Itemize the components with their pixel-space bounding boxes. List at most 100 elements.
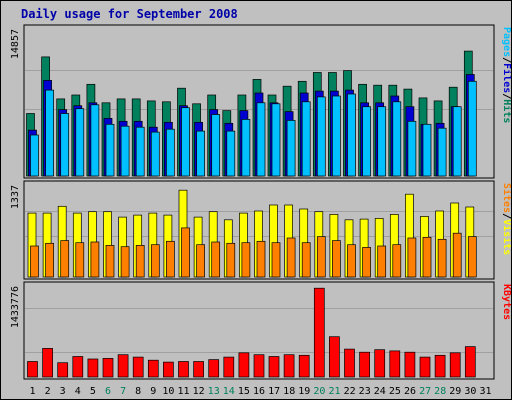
kbytes-bar	[253, 354, 265, 378]
sites-bar	[45, 242, 54, 278]
kbytes-bar	[374, 349, 386, 378]
kbytes-bar	[72, 356, 84, 378]
sites-bar	[271, 242, 281, 278]
pages-bar	[452, 106, 462, 177]
sites-bar	[135, 245, 145, 278]
sites-bar	[166, 240, 175, 278]
kbytes-bar	[223, 356, 235, 378]
legend-item: /	[501, 93, 511, 99]
sites-bar	[226, 242, 236, 278]
pages-bar	[135, 126, 145, 177]
x-tick-label: 30	[464, 386, 476, 397]
sites-bar	[362, 247, 371, 278]
sites-bar	[120, 246, 130, 278]
sites-bar	[422, 236, 432, 278]
sites-bar	[437, 238, 447, 278]
x-tick-label: 17	[268, 386, 280, 397]
x-tick-label: 29	[449, 386, 461, 397]
pages-bar	[226, 130, 236, 177]
pages-bar	[407, 120, 417, 177]
pages-bar	[196, 130, 205, 177]
x-tick-label: 27	[419, 386, 431, 397]
pages-bar	[90, 104, 100, 177]
x-tick-label: 24	[374, 386, 386, 397]
kbytes-bar	[283, 354, 295, 378]
x-tick-label: 13	[208, 386, 220, 397]
legend-item: Hits	[501, 99, 511, 123]
x-tick-label: 18	[283, 386, 295, 397]
pages-bar	[75, 108, 85, 177]
sites-bar	[60, 240, 70, 278]
kbytes-bar	[57, 362, 69, 378]
legend-item: /	[501, 213, 511, 219]
sites-bar	[377, 245, 387, 278]
x-tick-label: 21	[328, 386, 340, 397]
kbytes-bar	[464, 346, 476, 378]
kbytes-bar	[434, 354, 446, 378]
pages-bar	[30, 134, 39, 177]
legend-item: Visits	[501, 219, 511, 255]
kbytes-bar	[298, 354, 310, 378]
kbytes-bar	[163, 361, 174, 378]
pages-bar	[301, 101, 311, 177]
legend: Sites/Visits	[501, 183, 511, 255]
sites-bar	[332, 240, 341, 278]
kbytes-bar	[389, 350, 401, 378]
pages-bar	[316, 96, 326, 177]
x-tick-label: 22	[344, 386, 356, 397]
sites-bar	[452, 232, 462, 278]
pages-bar	[437, 127, 447, 177]
sites-bar	[211, 241, 221, 278]
sites-bar	[90, 241, 100, 278]
pages-bar	[120, 125, 130, 177]
x-tick-label: 8	[135, 386, 141, 397]
sites-bar	[407, 237, 417, 278]
sites-bar	[316, 236, 326, 278]
pages-bar	[347, 93, 356, 177]
sites-bar	[392, 244, 402, 278]
kbytes-bar	[419, 356, 431, 378]
kbytes-bar	[359, 351, 370, 378]
legend: Pages/Files/Hits	[501, 27, 511, 123]
pages-bar	[467, 80, 477, 177]
chart-title: Daily usage for September 2008	[21, 7, 238, 21]
x-tick-label: 15	[238, 386, 250, 397]
sites-bar	[241, 242, 251, 278]
sites-bar	[347, 244, 356, 278]
legend-item: /	[501, 57, 511, 63]
pages-bar	[166, 128, 175, 177]
kbytes-bar	[329, 336, 340, 378]
y-max-label: 14857	[10, 29, 21, 59]
legend-item: Sites	[501, 183, 511, 213]
pages-bar	[181, 107, 190, 177]
x-tick-label: 14	[223, 386, 235, 397]
x-tick-label: 23	[359, 386, 371, 397]
legend-item: Pages	[501, 27, 511, 57]
sites-bar	[256, 240, 266, 278]
panel-border	[23, 180, 495, 280]
kbytes-bar	[117, 354, 129, 378]
x-tick-label: 2	[45, 386, 51, 397]
pages-bar	[332, 95, 341, 177]
pages-bar	[45, 89, 54, 177]
x-tick-label: 12	[193, 386, 205, 397]
pages-bar	[256, 102, 266, 177]
sites-bar	[30, 245, 39, 278]
x-tick-label: 5	[90, 386, 96, 397]
panel-border	[23, 24, 495, 179]
x-tick-label: 1	[29, 386, 35, 397]
x-tick-label: 25	[389, 386, 401, 397]
kbytes-bar	[178, 361, 189, 378]
sites-bar	[150, 244, 160, 278]
pages-bar	[150, 131, 160, 177]
pages-bar	[377, 106, 387, 177]
pages-bar	[211, 114, 221, 177]
kbytes-bar	[87, 358, 99, 378]
kbytes-bar	[193, 361, 204, 378]
kbytes-bar	[404, 351, 416, 378]
pages-bar	[392, 101, 402, 177]
kbytes-bar	[147, 359, 159, 378]
pages-bar	[105, 123, 115, 177]
legend: KBytes	[501, 284, 511, 320]
